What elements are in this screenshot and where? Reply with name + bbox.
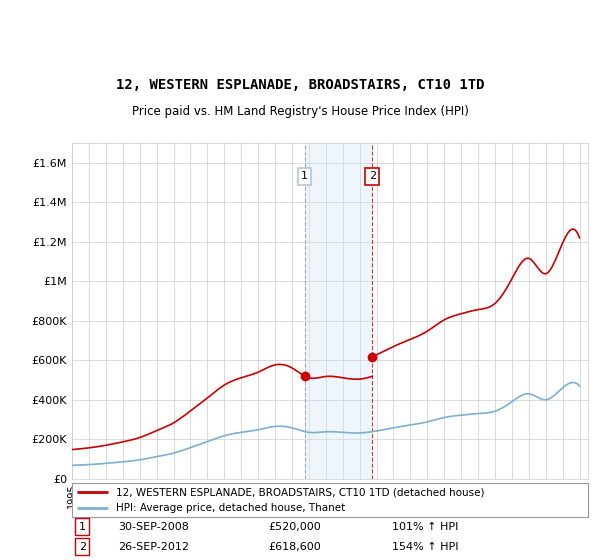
Text: 30-SEP-2008: 30-SEP-2008	[118, 522, 190, 532]
Text: £618,600: £618,600	[268, 542, 321, 552]
Text: 1: 1	[79, 522, 86, 532]
Text: 101% ↑ HPI: 101% ↑ HPI	[392, 522, 458, 532]
Bar	[305, 143, 372, 479]
Text: 2: 2	[79, 542, 86, 552]
Text: 26-SEP-2012: 26-SEP-2012	[118, 542, 190, 552]
Text: 1: 1	[301, 171, 308, 181]
Text: Price paid vs. HM Land Registry's House Price Index (HPI): Price paid vs. HM Land Registry's House …	[131, 105, 469, 118]
Text: 12, WESTERN ESPLANADE, BROADSTAIRS, CT10 1TD (detached house): 12, WESTERN ESPLANADE, BROADSTAIRS, CT10…	[116, 487, 484, 497]
Text: HPI: Average price, detached house, Thanet: HPI: Average price, detached house, Than…	[116, 503, 345, 513]
Text: 2: 2	[369, 171, 376, 181]
Text: 12, WESTERN ESPLANADE, BROADSTAIRS, CT10 1TD: 12, WESTERN ESPLANADE, BROADSTAIRS, CT10…	[116, 78, 484, 92]
Text: 154% ↑ HPI: 154% ↑ HPI	[392, 542, 458, 552]
Text: £520,000: £520,000	[268, 522, 321, 532]
